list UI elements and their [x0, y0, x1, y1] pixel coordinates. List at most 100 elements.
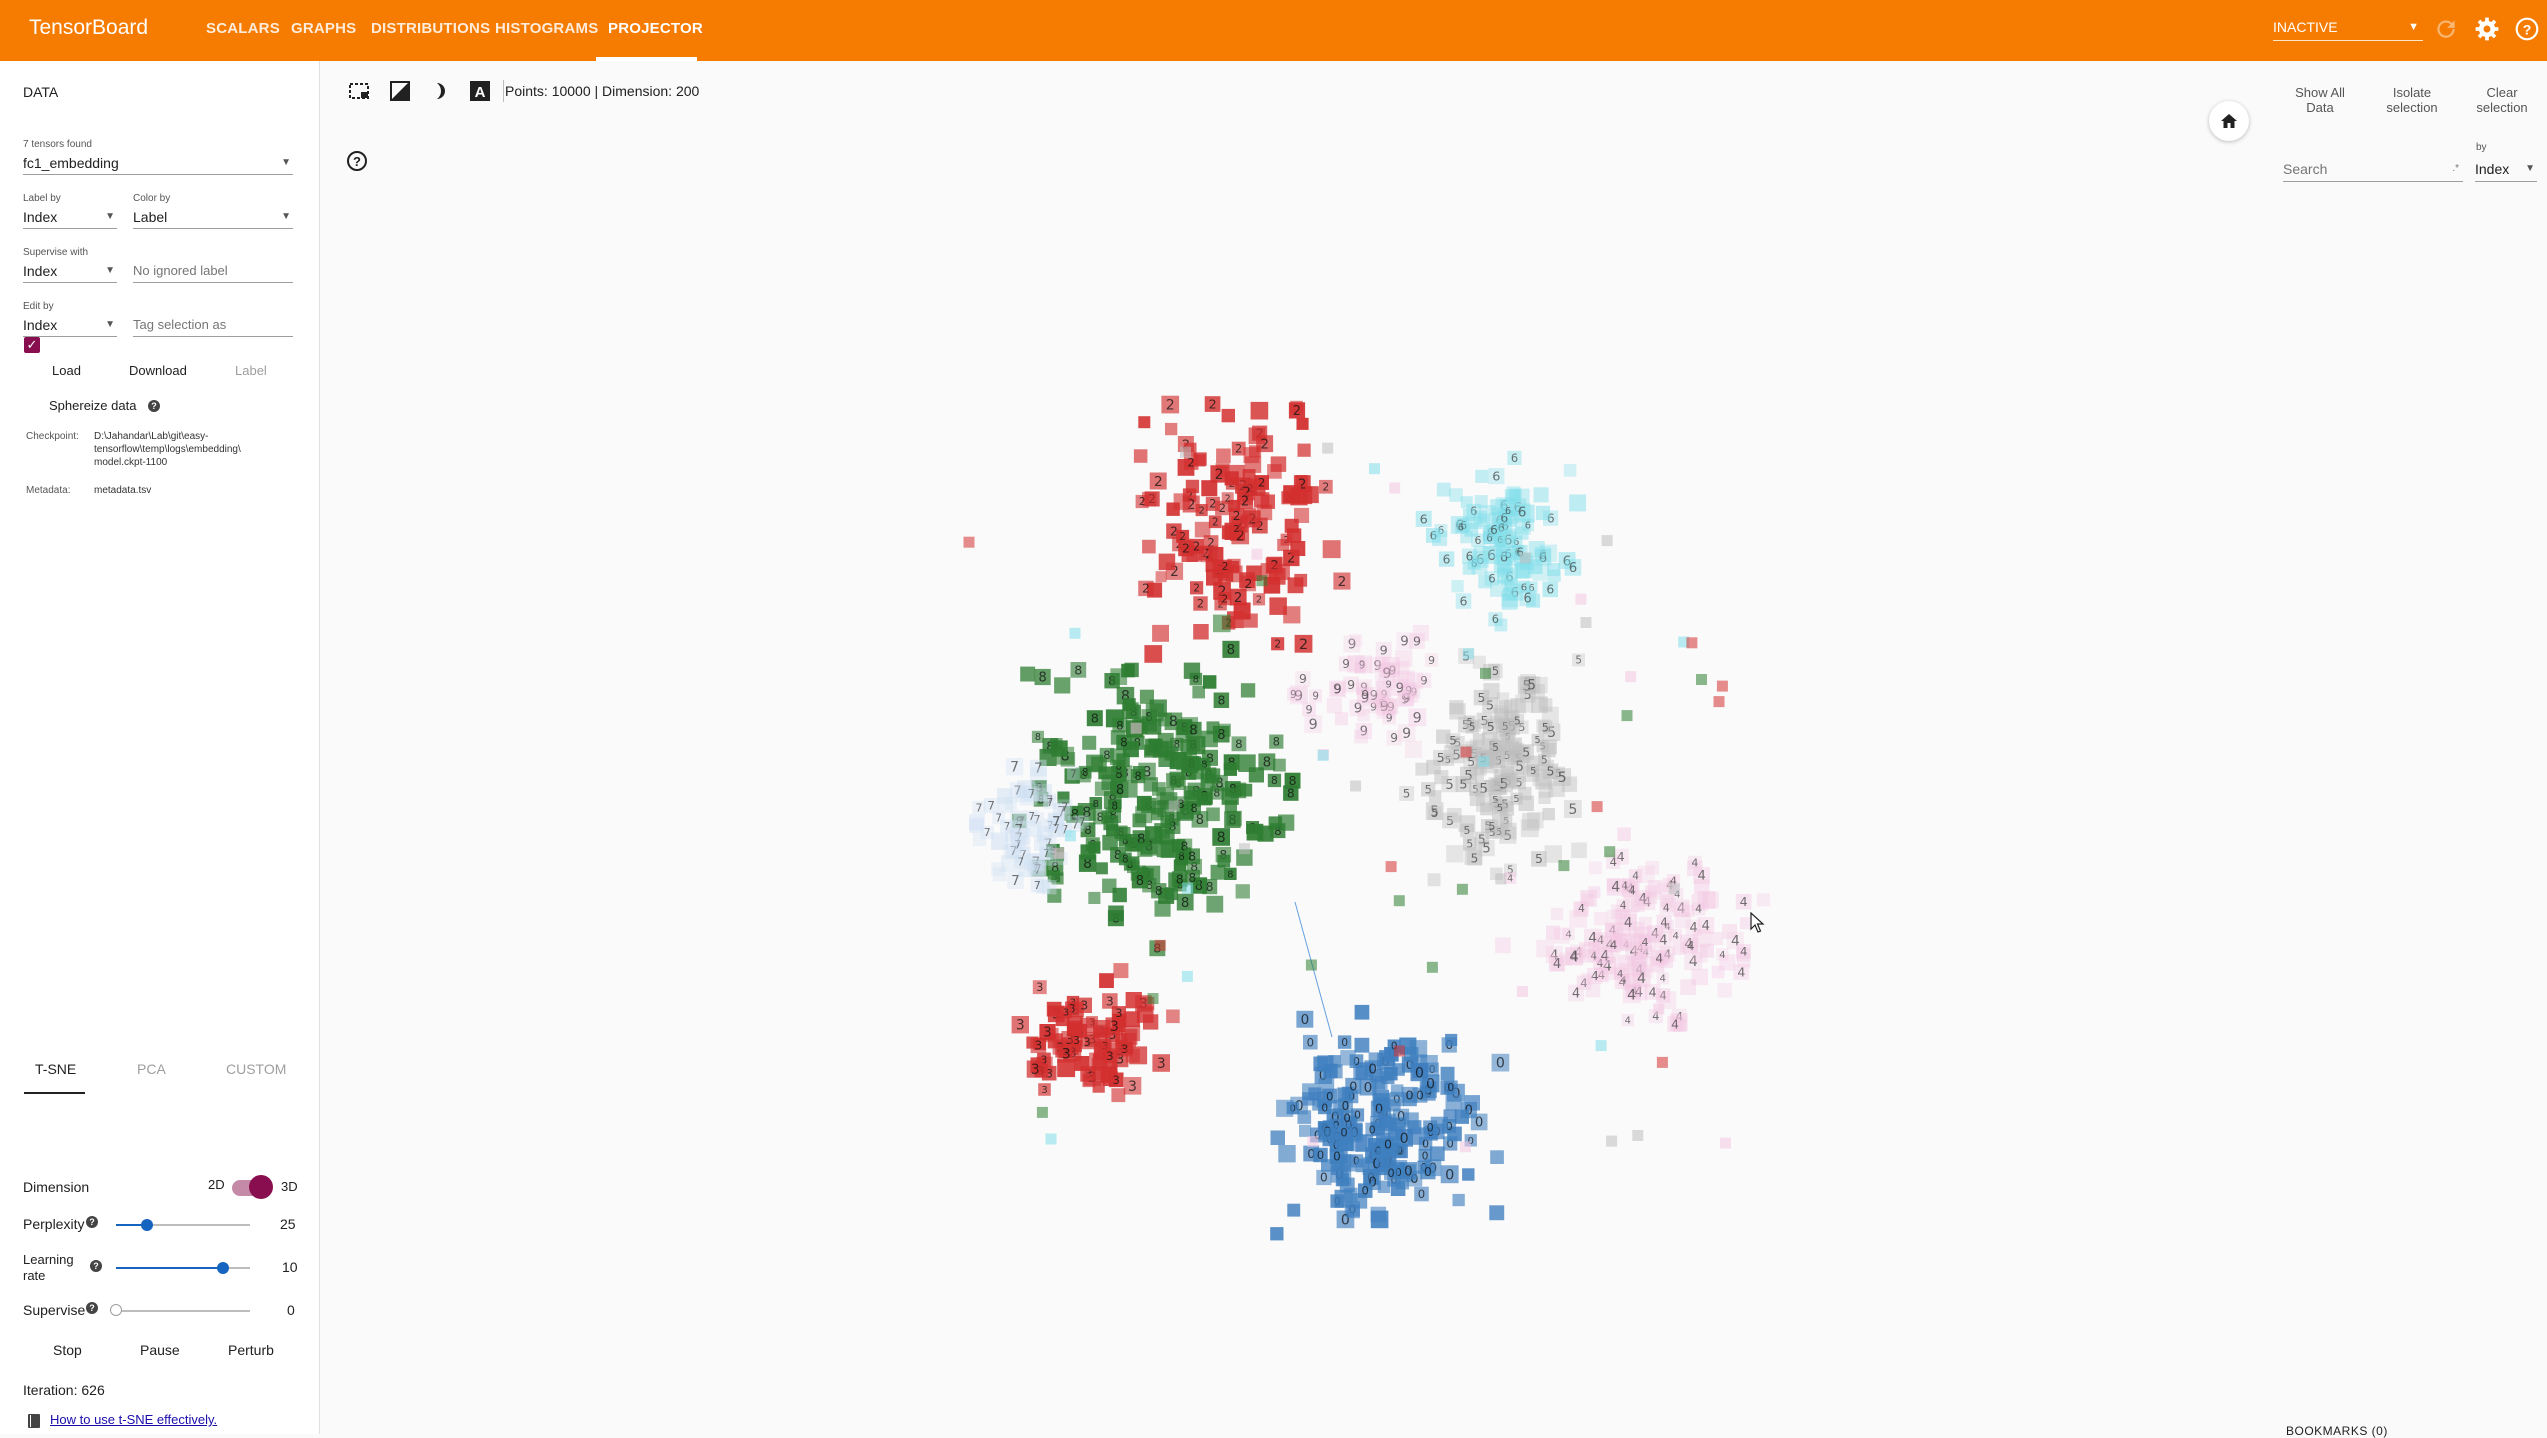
data-point[interactable] [1379, 1050, 1396, 1067]
data-point[interactable] [1611, 904, 1626, 920]
data-point[interactable] [1617, 922, 1631, 936]
data-point[interactable] [1395, 649, 1413, 667]
data-point[interactable] [1012, 835, 1030, 853]
data-point[interactable] [1193, 452, 1207, 466]
data-point[interactable] [1251, 548, 1263, 560]
data-point[interactable] [1538, 698, 1553, 712]
data-point[interactable] [1095, 862, 1108, 875]
data-point[interactable] [1029, 767, 1048, 785]
data-point[interactable] [1510, 535, 1523, 548]
data-point[interactable] [1238, 754, 1256, 772]
data-point[interactable] [1427, 873, 1441, 887]
data-point[interactable] [1206, 895, 1224, 913]
data-point[interactable] [1564, 800, 1582, 818]
data-point[interactable] [1625, 942, 1643, 960]
data-point[interactable] [1364, 1060, 1382, 1078]
data-point[interactable] [1694, 879, 1710, 895]
data-point[interactable] [1389, 482, 1401, 494]
data-point[interactable] [1343, 635, 1361, 653]
data-point[interactable] [1588, 941, 1601, 954]
data-point[interactable] [1494, 521, 1508, 535]
data-point[interactable] [1166, 1009, 1180, 1024]
data-point[interactable] [1517, 676, 1536, 695]
data-point[interactable] [1067, 767, 1080, 781]
data-point[interactable] [1302, 1092, 1316, 1106]
data-point[interactable] [1415, 762, 1429, 776]
data-point[interactable] [1206, 721, 1220, 735]
data-point[interactable] [1231, 736, 1247, 752]
data-point[interactable] [1313, 1147, 1328, 1163]
data-point[interactable] [1475, 779, 1493, 797]
data-point[interactable] [1527, 764, 1540, 777]
data-point[interactable] [1662, 898, 1676, 912]
tab-histograms[interactable]: HISTOGRAMS [495, 20, 599, 37]
data-point[interactable] [1151, 883, 1167, 899]
data-point[interactable] [1108, 799, 1122, 813]
data-point[interactable] [1454, 521, 1467, 534]
data-point[interactable] [1564, 559, 1582, 576]
data-point[interactable] [1111, 781, 1129, 798]
data-point[interactable] [1460, 823, 1474, 838]
data-point[interactable] [997, 796, 1014, 813]
data-point[interactable] [1032, 980, 1047, 995]
data-point[interactable] [1029, 812, 1045, 827]
data-point[interactable] [1606, 878, 1625, 896]
data-point[interactable] [1503, 718, 1520, 735]
label-by-select[interactable]: Index ▼ [23, 206, 117, 229]
data-point[interactable] [1258, 753, 1276, 771]
data-point[interactable] [1495, 873, 1507, 885]
data-point[interactable] [1356, 679, 1372, 695]
data-point[interactable] [1631, 961, 1647, 977]
data-point[interactable] [1184, 869, 1201, 886]
data-point[interactable] [1454, 1109, 1469, 1124]
data-point[interactable] [1054, 677, 1071, 694]
data-point[interactable] [1226, 810, 1242, 827]
data-point[interactable] [1616, 898, 1630, 912]
data-point[interactable] [1576, 975, 1592, 990]
data-point[interactable] [1567, 984, 1585, 1002]
data-point[interactable] [1210, 465, 1228, 483]
data-point[interactable] [1057, 1044, 1076, 1063]
data-point[interactable] [1086, 710, 1103, 727]
data-point[interactable] [1193, 596, 1208, 611]
data-point[interactable] [1606, 878, 1620, 892]
data-point[interactable] [1403, 1112, 1419, 1128]
data-point[interactable] [1037, 826, 1053, 842]
data-point[interactable] [1680, 979, 1696, 995]
data-point[interactable] [1462, 548, 1478, 564]
data-point[interactable] [1116, 827, 1131, 841]
tsne-help-link[interactable]: How to use t-SNE effectively. [50, 1412, 218, 1427]
data-point[interactable] [1287, 1203, 1301, 1217]
data-point[interactable] [1491, 753, 1506, 768]
data-point[interactable] [1116, 734, 1132, 751]
data-point[interactable] [1064, 830, 1076, 842]
data-point[interactable] [1337, 1035, 1352, 1049]
data-point[interactable] [1201, 730, 1218, 748]
search-input[interactable]: Search .* [2283, 157, 2463, 182]
sphereize-checkbox[interactable]: ✓ [24, 337, 40, 353]
data-point[interactable] [1210, 864, 1226, 880]
data-point[interactable] [1377, 1180, 1391, 1193]
tab-pca[interactable]: PCA [137, 1061, 166, 1077]
data-point[interactable] [1019, 788, 1037, 806]
data-point[interactable] [1138, 580, 1154, 597]
data-point[interactable] [1432, 530, 1448, 546]
data-point[interactable] [1374, 690, 1389, 705]
data-point[interactable] [1531, 733, 1544, 746]
help-icon[interactable]: ? [86, 1302, 98, 1314]
data-point[interactable] [1369, 463, 1380, 475]
data-point[interactable] [1377, 687, 1391, 702]
data-point[interactable] [1606, 854, 1621, 869]
data-point[interactable] [1345, 1077, 1362, 1094]
data-point[interactable] [1445, 1094, 1462, 1111]
data-point[interactable] [1638, 893, 1656, 910]
data-point[interactable] [1132, 813, 1147, 828]
data-point[interactable] [1679, 934, 1698, 953]
data-point[interactable] [1499, 826, 1517, 844]
data-point[interactable] [1154, 939, 1166, 951]
data-point[interactable] [1365, 1122, 1379, 1137]
data-point[interactable] [1613, 932, 1628, 947]
data-point[interactable] [1438, 551, 1455, 567]
data-point[interactable] [1015, 847, 1031, 863]
